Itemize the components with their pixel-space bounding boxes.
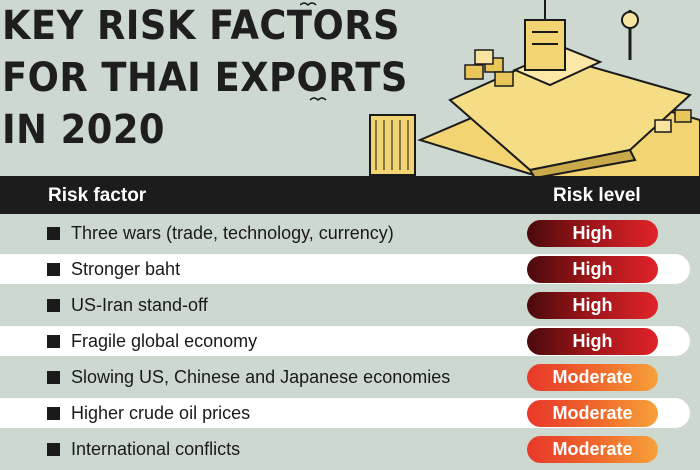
square-bullet-icon	[47, 407, 60, 420]
risk-factor-label: International conflicts	[71, 439, 241, 459]
risk-level-badge: High	[527, 256, 658, 283]
risk-level-badge: High	[527, 220, 658, 247]
risk-level-badge: Moderate	[527, 436, 658, 463]
risk-factor-label: Slowing US, Chinese and Japanese economi…	[71, 367, 451, 387]
risk-table: Three wars (trade, technology, currency)…	[0, 218, 700, 470]
cargo-ship-illustration	[300, 0, 700, 180]
table-row: Fragile global economy High	[0, 326, 690, 356]
table-header: Risk factor Risk level	[0, 176, 700, 214]
title-line: FOR THAI EXPORTS	[2, 55, 408, 101]
table-row: Higher crude oil prices Moderate	[0, 398, 690, 428]
table-row: International conflicts Moderate	[0, 434, 690, 464]
title-line: IN 2020	[2, 107, 165, 153]
risk-factor-label: Stronger baht	[71, 259, 181, 279]
risk-level-badge: Moderate	[527, 400, 658, 427]
page-title: KEY RISK FACTORS FOR THAI EXPORTS IN 202…	[2, 0, 408, 156]
risk-level-badge: Moderate	[527, 364, 658, 391]
square-bullet-icon	[47, 335, 60, 348]
risk-factor-label: Three wars (trade, technology, currency)	[71, 223, 394, 243]
risk-level-badge: High	[527, 292, 658, 319]
square-bullet-icon	[47, 299, 60, 312]
column-header-risk-level: Risk level	[553, 185, 641, 206]
risk-level-badge: High	[527, 328, 658, 355]
square-bullet-icon	[47, 371, 60, 384]
table-row: Slowing US, Chinese and Japanese economi…	[0, 362, 690, 392]
risk-factor-label: Higher crude oil prices	[71, 403, 251, 423]
table-row: Three wars (trade, technology, currency)…	[0, 218, 690, 248]
square-bullet-icon	[47, 263, 60, 276]
column-header-risk-factor: Risk factor	[48, 185, 147, 206]
table-row: US-Iran stand-off High	[0, 290, 690, 320]
risk-factor-label: Fragile global economy	[71, 331, 258, 351]
table-row: Stronger baht High	[0, 254, 690, 284]
square-bullet-icon	[47, 227, 60, 240]
title-line: KEY RISK FACTORS	[2, 3, 400, 49]
square-bullet-icon	[47, 443, 60, 456]
risk-factor-label: US-Iran stand-off	[71, 295, 208, 315]
